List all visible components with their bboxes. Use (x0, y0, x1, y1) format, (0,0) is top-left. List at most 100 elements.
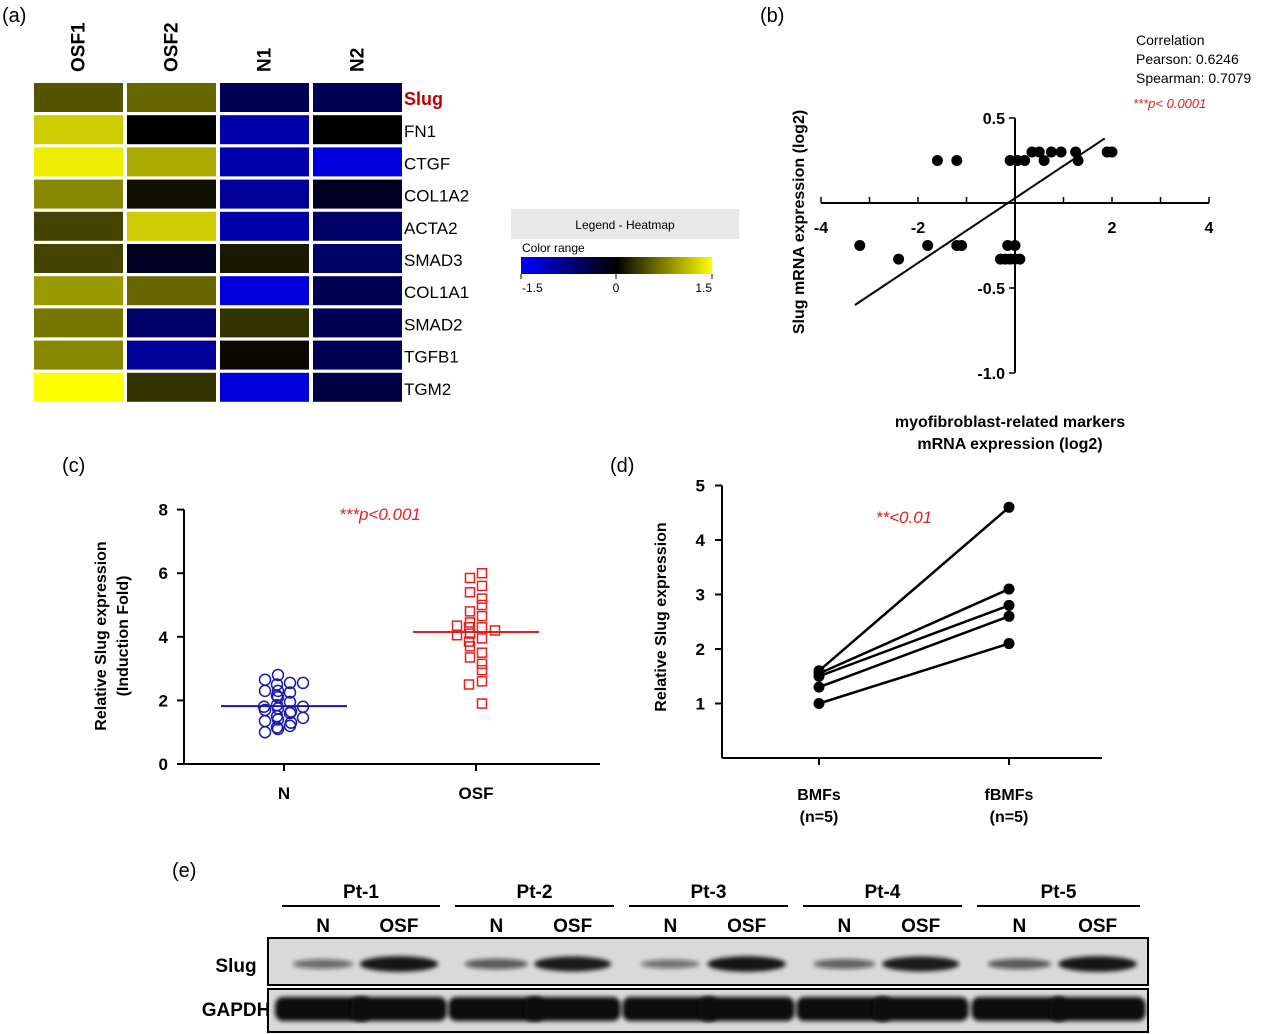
patient-label: Pt-4 (865, 882, 901, 903)
data-point-osf (476, 647, 488, 658)
heatmap-cell (313, 340, 402, 370)
colorbar-tick-min: -1.5 (522, 281, 543, 295)
lane-label: OSF (553, 916, 592, 937)
x-tick-label-d-sub: (n=5) (990, 809, 1029, 826)
x-tick-label-c: OSF (459, 784, 494, 803)
heatmap-cell (34, 211, 123, 241)
y-tick-label-c: 0 (159, 755, 168, 774)
scatter-point (951, 155, 963, 166)
x-tick-label-d-sub: (n=5) (800, 809, 839, 826)
x-tick-label-b: 4 (1205, 220, 1214, 237)
data-point-osf (463, 679, 475, 690)
pair-line (818, 604, 1010, 678)
lane-label: N (837, 916, 851, 937)
x-tick-label-c: N (278, 784, 290, 803)
y-tick-label-d: 4 (696, 531, 706, 550)
blot-row-label-slug: Slug (215, 956, 256, 977)
patient-label: Pt-2 (517, 882, 553, 903)
scatter-point (1072, 155, 1084, 166)
slug-band (813, 959, 876, 969)
y-tick-label-d: 2 (696, 640, 705, 659)
data-point-n (283, 706, 297, 720)
slug-band (359, 956, 439, 972)
y-tick-label-d: 1 (696, 695, 705, 714)
heatmap-cell (34, 372, 123, 402)
gapdh-band (796, 997, 893, 1021)
western-blot: Slug GAPDH Pt-1 Pt-2 Pt-3 Pt-4 Pt-5 N OSF N OSF N… (202, 882, 1149, 1033)
heatmap-cell (313, 211, 402, 241)
data-point-osf (464, 652, 476, 663)
heatmap-row-label: ACTA2 (404, 219, 458, 238)
data-point-osf (464, 628, 476, 639)
paired-line-plot: **<0.01 Relative Slug expression 1 2 3 4 5 BM… (653, 477, 1102, 826)
scatter-point (1070, 146, 1082, 158)
data-point-n (258, 714, 272, 728)
data-point-osf (451, 629, 463, 641)
significance-c: ***p<0.001 (339, 505, 421, 524)
scatter-point (1009, 240, 1021, 251)
significance-d: **<0.01 (876, 508, 932, 527)
slug-band (882, 956, 960, 972)
slug-band (640, 959, 700, 969)
heatmap-row-label: COL1A1 (404, 283, 469, 302)
pair-point-fbmf (1003, 599, 1015, 611)
colorbar-tick-max: 1.5 (695, 281, 712, 295)
lane-label: OSF (1078, 916, 1117, 937)
panel-label-b: (b) (760, 5, 784, 27)
heatmap-cell (127, 179, 216, 209)
lane-label: N (489, 916, 503, 937)
heatmap-cell (313, 372, 402, 402)
gapdh-band (350, 997, 447, 1021)
pair-line (818, 506, 1010, 672)
scatter-point (931, 155, 943, 166)
gapdh-band (448, 997, 545, 1021)
data-point-n (283, 686, 297, 699)
y-axis-label-c-line2: (Induction Fold) (115, 576, 132, 697)
heatmap-legend-title: Legend - Heatmap (575, 218, 675, 232)
heatmap-cell (220, 83, 309, 112)
heatmap-cell (34, 83, 123, 112)
slug-band (1058, 956, 1137, 972)
data-point-osf (476, 664, 488, 676)
heatmap-cell (34, 115, 123, 145)
pair-line (818, 615, 1010, 689)
heatmap-cell (220, 276, 309, 306)
scatter-point (854, 240, 866, 251)
heatmap-cell (220, 244, 309, 273)
panel-label-a: (a) (2, 5, 26, 27)
heatmap-column-label: N2 (348, 48, 369, 72)
gapdh-band (1049, 997, 1146, 1021)
y-tick-label-c: 8 (159, 501, 168, 520)
significance-b: ***p< 0.0001 (1133, 96, 1206, 111)
lane-label: N (1013, 916, 1027, 937)
heatmap-legend-subtitle: Color range (522, 241, 585, 255)
y-axis-label-d: Relative Slug expression (653, 522, 670, 711)
heatmap-cell (313, 83, 402, 112)
gapdh-band (275, 997, 372, 1021)
heatmap-cell (127, 211, 216, 241)
heatmap-cell (313, 179, 402, 209)
y-axis-label-b: Slug mRNA expression (log2) (791, 110, 808, 334)
data-point-osf (451, 620, 463, 631)
x-axis-label-line2: mRNA expression (log2) (917, 436, 1102, 453)
data-point-osf (476, 593, 488, 604)
heatmap-legend: Legend - Heatmap Color range -1.5 0 1.5 (511, 209, 739, 295)
spearman-value: Spearman: 0.7079 (1136, 70, 1251, 86)
data-point-osf (476, 658, 488, 670)
correlation-title: Correlation (1136, 32, 1204, 48)
data-point-n (271, 722, 285, 736)
slug-band (707, 956, 786, 972)
heatmap-row-label: SMAD3 (404, 251, 463, 270)
heatmap-cell (34, 340, 123, 370)
heatmap-cell (127, 147, 216, 177)
gapdh-band (698, 997, 795, 1021)
correlation-plot: Correlation Pearson: 0.6246 Spearman: 0.… (791, 32, 1251, 453)
heatmap-cell (127, 340, 216, 370)
pair-point-fbmf (1003, 501, 1015, 513)
data-point-n (271, 684, 285, 698)
y-tick-label-d: 5 (696, 477, 705, 496)
data-point-n (296, 711, 310, 725)
pearson-value: Pearson: 0.6246 (1136, 51, 1239, 67)
heatmap-row-label: TGFB1 (404, 348, 459, 367)
